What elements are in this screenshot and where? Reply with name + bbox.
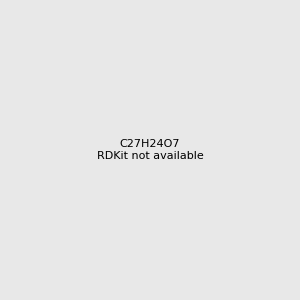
Text: C27H24O7
RDKit not available: C27H24O7 RDKit not available bbox=[97, 139, 203, 161]
